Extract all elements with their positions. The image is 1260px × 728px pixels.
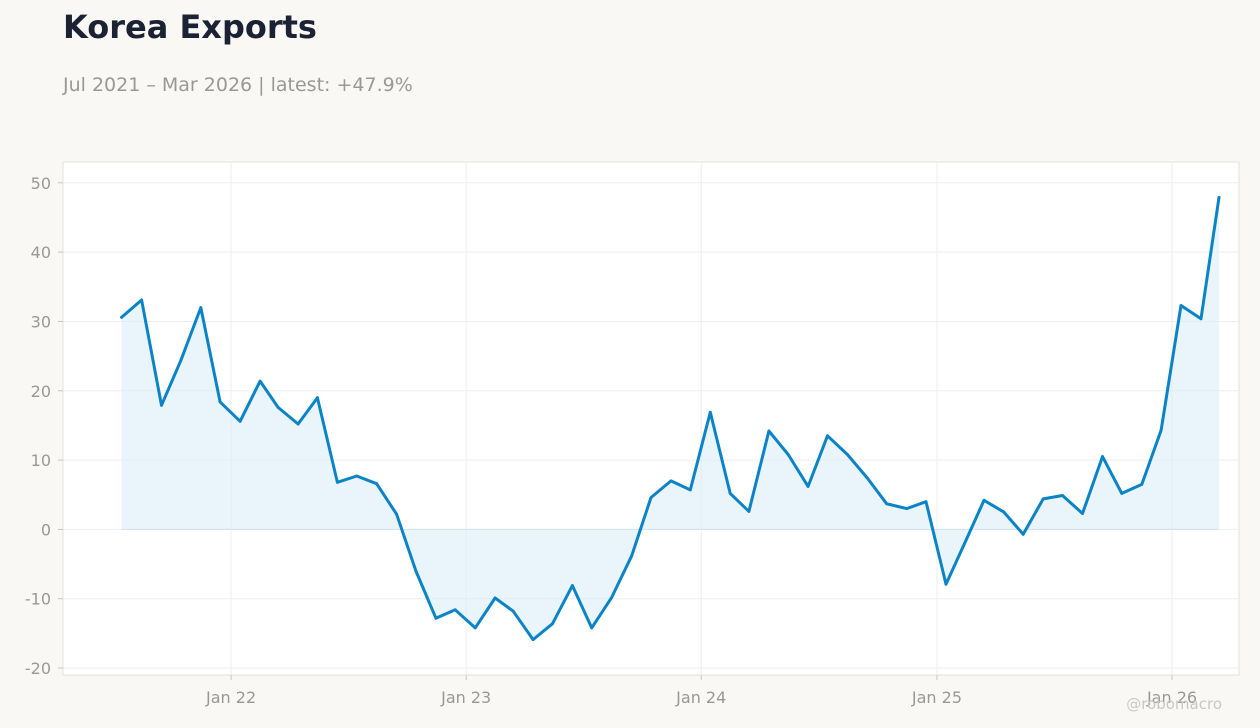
data-point <box>806 485 810 488</box>
data-point <box>395 512 398 516</box>
data-point <box>531 638 535 641</box>
data-point <box>826 434 829 438</box>
y-tick-label: 10 <box>31 451 51 470</box>
y-tick-label: 30 <box>31 312 51 331</box>
data-point <box>1061 494 1064 497</box>
data-point <box>1021 532 1025 536</box>
y-tick-label: 20 <box>31 382 51 401</box>
y-tick-label: 50 <box>31 174 51 193</box>
data-point <box>511 609 515 613</box>
data-point <box>473 626 477 630</box>
data-point <box>1140 483 1144 486</box>
data-point <box>199 306 203 309</box>
data-point <box>786 453 790 456</box>
data-point <box>1002 510 1006 514</box>
data-point <box>1120 492 1124 495</box>
data-point <box>688 488 692 492</box>
data-point <box>649 496 653 499</box>
chart-subtitle: Jul 2021 – Mar 2026 | latest: +47.9% <box>63 74 413 96</box>
x-tick-label: Jan 26 <box>1146 688 1197 707</box>
data-point <box>747 510 751 513</box>
data-point <box>885 502 889 506</box>
gridlines <box>63 162 1239 675</box>
data-point <box>866 476 869 480</box>
data-point <box>1041 497 1045 501</box>
x-tick-label: Jan 25 <box>911 688 962 707</box>
data-point <box>179 358 183 362</box>
data-point <box>258 379 262 383</box>
x-tick-label: Jan 23 <box>440 688 491 707</box>
data-point <box>140 298 144 302</box>
data-point <box>905 507 909 510</box>
x-axis-ticks: Jan 22 Jan 23 Jan 24 Jan 25 Jan 26 <box>205 675 1197 707</box>
data-point <box>630 554 634 558</box>
data-point <box>610 596 614 599</box>
data-point <box>493 596 497 600</box>
data-point <box>846 453 849 456</box>
data-point <box>1159 428 1163 432</box>
data-point <box>1081 512 1084 515</box>
data-point <box>1101 455 1104 458</box>
data-point <box>944 582 948 586</box>
y-tick-label: -20 <box>25 659 51 678</box>
data-point <box>218 400 222 404</box>
data-point <box>434 616 438 620</box>
data-point <box>982 498 986 502</box>
data-point <box>590 626 594 630</box>
chart-title: Korea Exports <box>63 8 317 46</box>
data-point <box>924 500 928 504</box>
watermark: @robomacro <box>1126 695 1222 713</box>
data-point <box>336 480 339 484</box>
y-tick-label: -10 <box>25 590 51 609</box>
data-point <box>375 482 378 486</box>
data-point <box>414 569 418 573</box>
data-point <box>728 492 732 495</box>
data-point <box>355 474 359 478</box>
data-point <box>1217 196 1221 199</box>
data-point <box>296 422 300 426</box>
y-axis-ticks: -20 -10 0 10 20 30 40 50 <box>25 174 63 678</box>
data-point <box>160 403 163 407</box>
data-point <box>453 608 457 612</box>
data-point <box>238 419 242 423</box>
x-tick-label: Jan 24 <box>675 688 726 707</box>
plot-area <box>62 161 1240 676</box>
data-points <box>120 196 1221 641</box>
data-point <box>316 396 319 400</box>
data-point <box>1179 304 1183 307</box>
data-point <box>767 429 771 433</box>
x-tick-label: Jan 22 <box>205 688 256 707</box>
data-point <box>964 539 968 542</box>
data-point <box>1199 317 1203 321</box>
data-point <box>120 315 123 319</box>
data-point <box>571 584 574 587</box>
y-tick-label: 0 <box>41 520 51 539</box>
y-tick-label: 40 <box>31 243 51 262</box>
data-point <box>708 410 712 414</box>
data-point <box>669 479 673 483</box>
data-point <box>276 406 280 409</box>
data-point <box>551 622 554 626</box>
